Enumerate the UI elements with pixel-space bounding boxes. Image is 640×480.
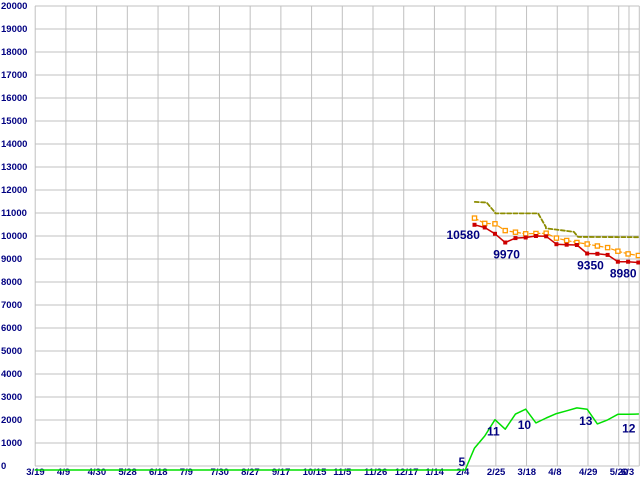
svg-text:5: 5 [459, 455, 466, 469]
svg-text:7/9: 7/9 [180, 467, 193, 478]
svg-text:11/5: 11/5 [333, 467, 352, 478]
svg-text:7000: 7000 [1, 300, 22, 311]
svg-text:12: 12 [622, 421, 636, 435]
svg-text:11: 11 [487, 425, 500, 439]
svg-text:0: 0 [1, 461, 6, 472]
svg-text:3000: 3000 [1, 392, 22, 403]
svg-text:9970: 9970 [493, 248, 520, 262]
svg-text:9/17: 9/17 [272, 467, 291, 478]
svg-text:4000: 4000 [1, 369, 22, 380]
svg-text:4/30: 4/30 [88, 467, 107, 478]
svg-text:3/18: 3/18 [518, 467, 537, 478]
svg-text:12000: 12000 [1, 185, 27, 196]
svg-text:4/29: 4/29 [579, 467, 598, 478]
svg-text:8000: 8000 [1, 277, 22, 288]
svg-text:9350: 9350 [577, 259, 604, 273]
svg-text:10000: 10000 [1, 231, 27, 242]
svg-text:10: 10 [518, 418, 532, 432]
svg-text:4/9: 4/9 [57, 467, 70, 478]
svg-text:18000: 18000 [1, 47, 27, 58]
svg-text:12/17: 12/17 [395, 467, 419, 478]
svg-text:9000: 9000 [1, 254, 22, 265]
svg-text:14000: 14000 [1, 139, 27, 150]
svg-text:6/18: 6/18 [149, 467, 168, 478]
svg-text:13: 13 [579, 414, 593, 428]
svg-text:19000: 19000 [1, 24, 27, 35]
svg-text:11000: 11000 [1, 208, 27, 219]
svg-text:7/30: 7/30 [210, 467, 229, 478]
svg-text:10/15: 10/15 [303, 467, 327, 478]
svg-text:5/28: 5/28 [118, 467, 137, 478]
svg-text:1000: 1000 [1, 438, 22, 449]
svg-text:6000: 6000 [1, 323, 22, 334]
svg-text:17000: 17000 [1, 70, 27, 81]
svg-text:10580: 10580 [447, 228, 481, 242]
svg-text:4/8: 4/8 [548, 467, 561, 478]
svg-text:8/27: 8/27 [241, 467, 259, 478]
svg-text:13000: 13000 [1, 162, 27, 173]
svg-text:8980: 8980 [610, 267, 637, 281]
svg-text:2/25: 2/25 [487, 467, 506, 478]
svg-text:2000: 2000 [1, 415, 22, 426]
svg-text:5000: 5000 [1, 346, 22, 357]
svg-text:15000: 15000 [1, 116, 27, 127]
svg-text:20000: 20000 [1, 1, 27, 12]
svg-text:3/19: 3/19 [26, 467, 45, 478]
svg-text:16000: 16000 [1, 93, 27, 104]
svg-text:6/3: 6/3 [621, 467, 634, 478]
svg-text:1/14: 1/14 [425, 467, 444, 478]
svg-text:11/26: 11/26 [364, 467, 387, 478]
